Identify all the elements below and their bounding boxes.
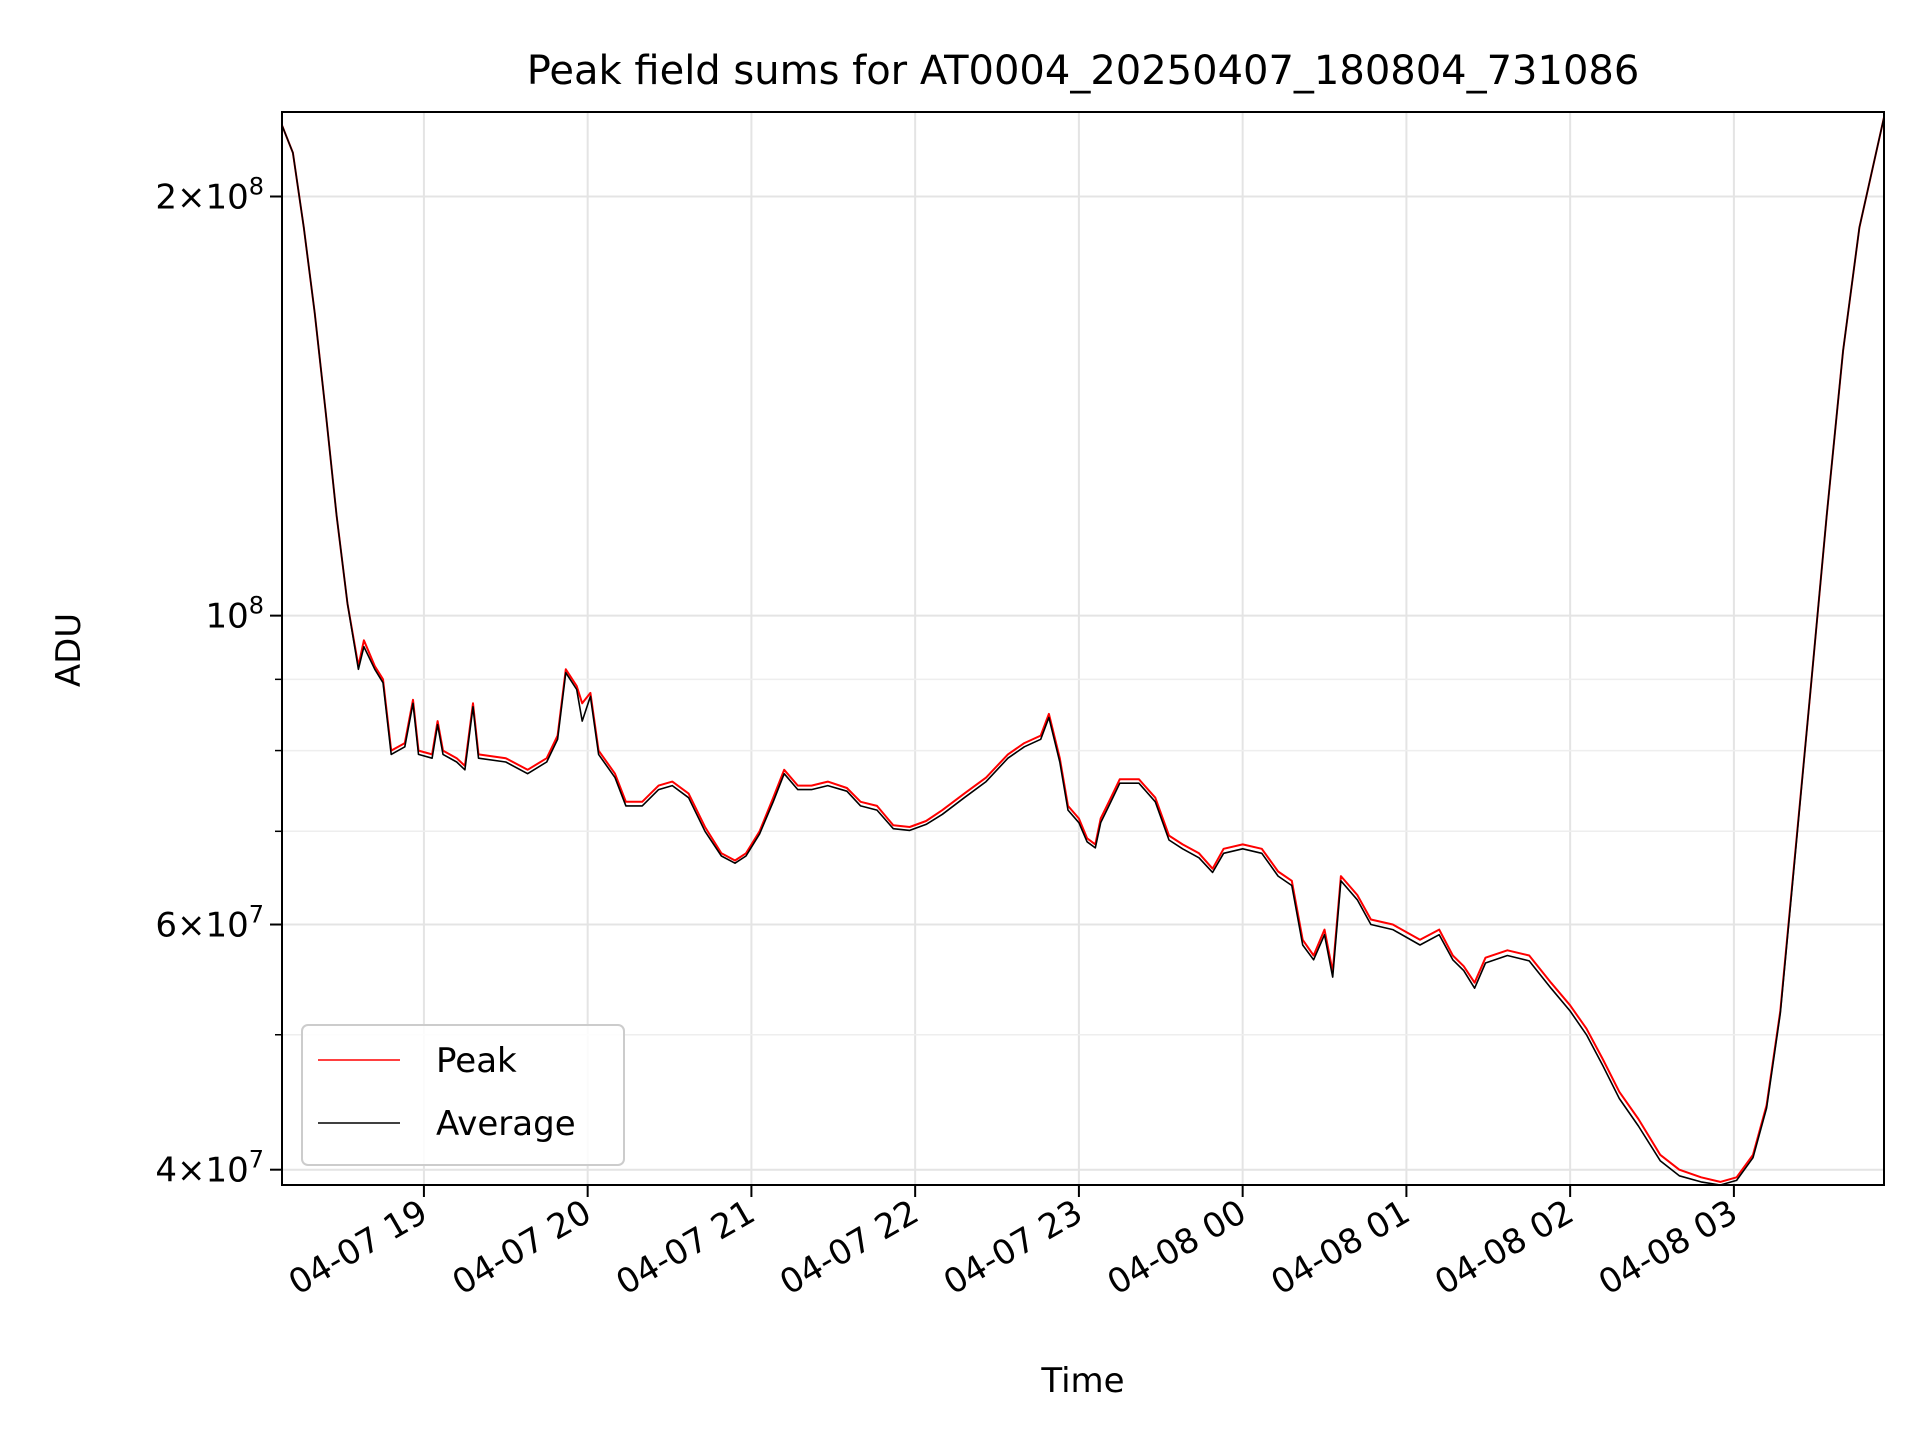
legend-label-average: Average [436,1104,576,1144]
y-tick-label: 2×108 [155,173,264,218]
y-axis-label: ADU [49,613,89,687]
series-layer [281,117,1885,1186]
y-tick-label: 6×107 [155,901,264,946]
x-axis-label: Time [1040,1361,1124,1401]
grid-layer [282,112,1884,1185]
chart-title: Peak field sums for AT0004_20250407_1808… [527,48,1640,94]
series-line-average [281,117,1885,1186]
y-tick-label: 4×107 [155,1146,264,1191]
legend: Peak Average [301,1024,625,1166]
legend-label-peak: Peak [436,1041,517,1081]
plot-frame [281,111,1885,1186]
